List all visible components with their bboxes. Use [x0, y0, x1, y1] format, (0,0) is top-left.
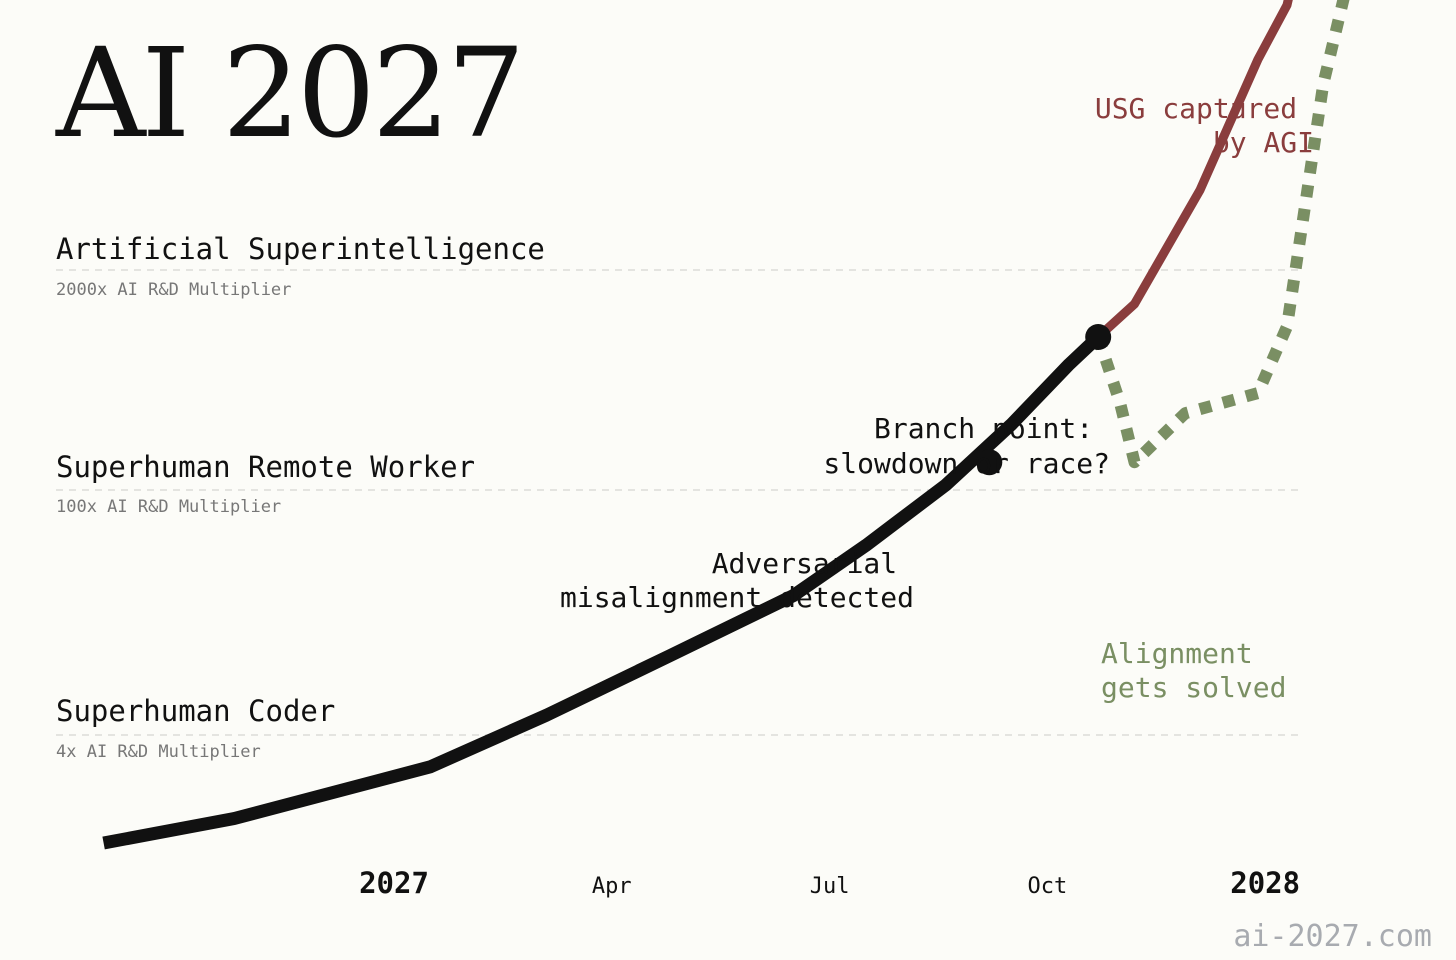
- series-label-slowdown-line-1: Alignment: [1101, 637, 1253, 670]
- capability-levels: Superhuman Coder 4x AI R&D Multiplier Su…: [56, 232, 1300, 762]
- milestone-label-misalignment: Adversarial misalignment detected: [560, 547, 914, 614]
- milestone-label-branch-point-line-1: Branch point:: [874, 412, 1093, 445]
- milestone-marker-misalignment: [976, 449, 1003, 476]
- series-label-slowdown-line-2: gets solved: [1101, 671, 1286, 704]
- x-tick-label-oct: Oct: [1028, 874, 1068, 899]
- series-label-slowdown: Alignment gets solved: [1101, 637, 1286, 704]
- milestone-label-misalignment-line-1: Adversarial: [712, 547, 897, 580]
- series-line-slowdown: [1092, 0, 1350, 469]
- milestone-label-branch-point-line-2: slowdown or race?: [823, 447, 1110, 480]
- level-detail-remote-worker: 100x AI R&D Multiplier: [56, 497, 281, 517]
- series-layer: [102, 0, 1350, 850]
- milestone-markers: [976, 324, 1112, 476]
- x-tick-label-jul: Jul: [810, 874, 850, 899]
- chart-title: AI 2027: [55, 22, 522, 166]
- x-tick-label-apr: Apr: [592, 874, 632, 899]
- level-label-remote-worker: Superhuman Remote Worker: [56, 450, 475, 484]
- series-label-race-line-1: USG captured: [1095, 92, 1297, 125]
- milestone-label-branch-point: Branch point: slowdown or race?: [823, 412, 1110, 480]
- series-label-race: USG captured by AGI: [1095, 92, 1314, 159]
- series-line-race: [1095, 0, 1293, 341]
- x-tick-label-2028: 2028: [1230, 866, 1300, 900]
- level-detail-superhuman-coder: 4x AI R&D Multiplier: [56, 742, 261, 762]
- level-label-superhuman-coder: Superhuman Coder: [56, 694, 335, 728]
- level-label-asi: Artificial Superintelligence: [56, 232, 545, 266]
- series-line-main: [102, 332, 1103, 850]
- milestone-marker-branch-point: [1085, 324, 1112, 350]
- series-label-race-line-2: by AGI: [1213, 126, 1314, 159]
- x-tick-label-2027: 2027: [359, 866, 429, 900]
- milestone-label-misalignment-line-2: misalignment detected: [560, 581, 914, 614]
- level-detail-asi: 2000x AI R&D Multiplier: [56, 280, 291, 300]
- watermark: ai-2027.com: [1233, 919, 1432, 954]
- x-axis-ticks: 2027 Apr Jul Oct 2028: [359, 866, 1300, 900]
